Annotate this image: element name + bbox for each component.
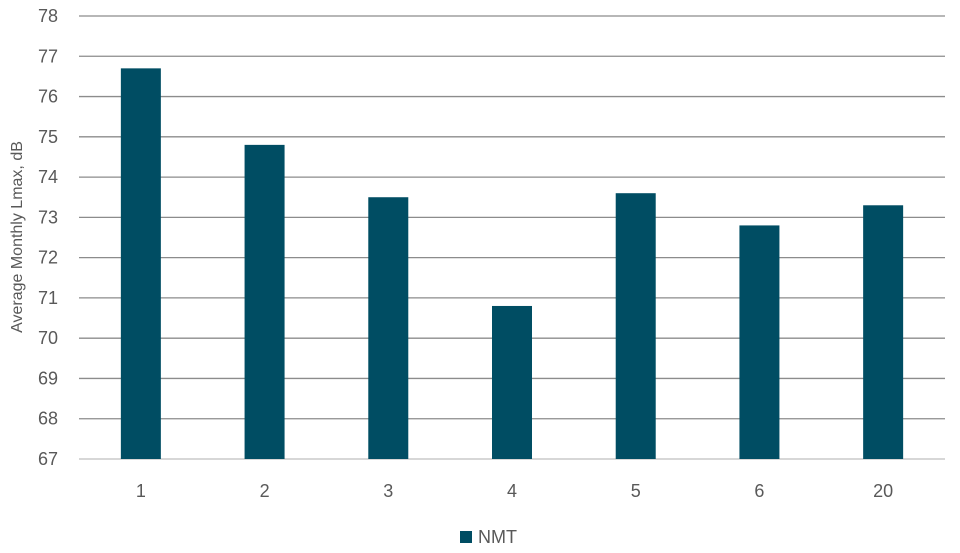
y-tick-label: 72 — [38, 248, 58, 268]
legend-swatch-nmt — [460, 531, 472, 543]
y-axis-title: Average Monthly Lmax, dB — [9, 141, 26, 333]
y-tick-label: 70 — [38, 328, 58, 348]
y-tick-label: 78 — [38, 6, 58, 26]
y-tick-label: 69 — [38, 368, 58, 388]
y-tick-label: 68 — [38, 409, 58, 429]
x-axis-tick-labels: 1 2 3 4 5 6 20 — [136, 481, 893, 501]
bar-series — [120, 68, 904, 459]
gridlines — [79, 15, 945, 460]
y-tick-label: 74 — [38, 167, 58, 187]
y-tick-label: 77 — [38, 46, 58, 66]
x-tick-label: 3 — [383, 481, 393, 501]
x-tick-label: 4 — [507, 481, 517, 501]
y-tick-label: 67 — [38, 449, 58, 469]
x-tick-label: 20 — [873, 481, 893, 501]
bar-4 — [492, 305, 532, 459]
bar-1 — [120, 68, 161, 459]
legend-label-nmt: NMT — [478, 527, 517, 547]
x-tick-label: 6 — [754, 481, 764, 501]
y-tick-label: 73 — [38, 207, 58, 227]
bar-20 — [863, 205, 904, 459]
x-tick-label: 1 — [136, 481, 146, 501]
bar-5 — [615, 193, 656, 459]
y-tick-label: 76 — [38, 87, 58, 107]
bar-6 — [739, 225, 780, 459]
x-tick-label: 5 — [631, 481, 641, 501]
y-axis-tick-labels: 67 68 69 70 71 72 73 74 75 76 77 78 — [38, 6, 58, 469]
y-tick-label: 75 — [38, 127, 58, 147]
x-tick-label: 2 — [260, 481, 270, 501]
bar-2 — [244, 144, 285, 459]
y-tick-label: 71 — [38, 288, 58, 308]
legend: NMT — [460, 527, 517, 547]
bar-3 — [368, 197, 409, 459]
